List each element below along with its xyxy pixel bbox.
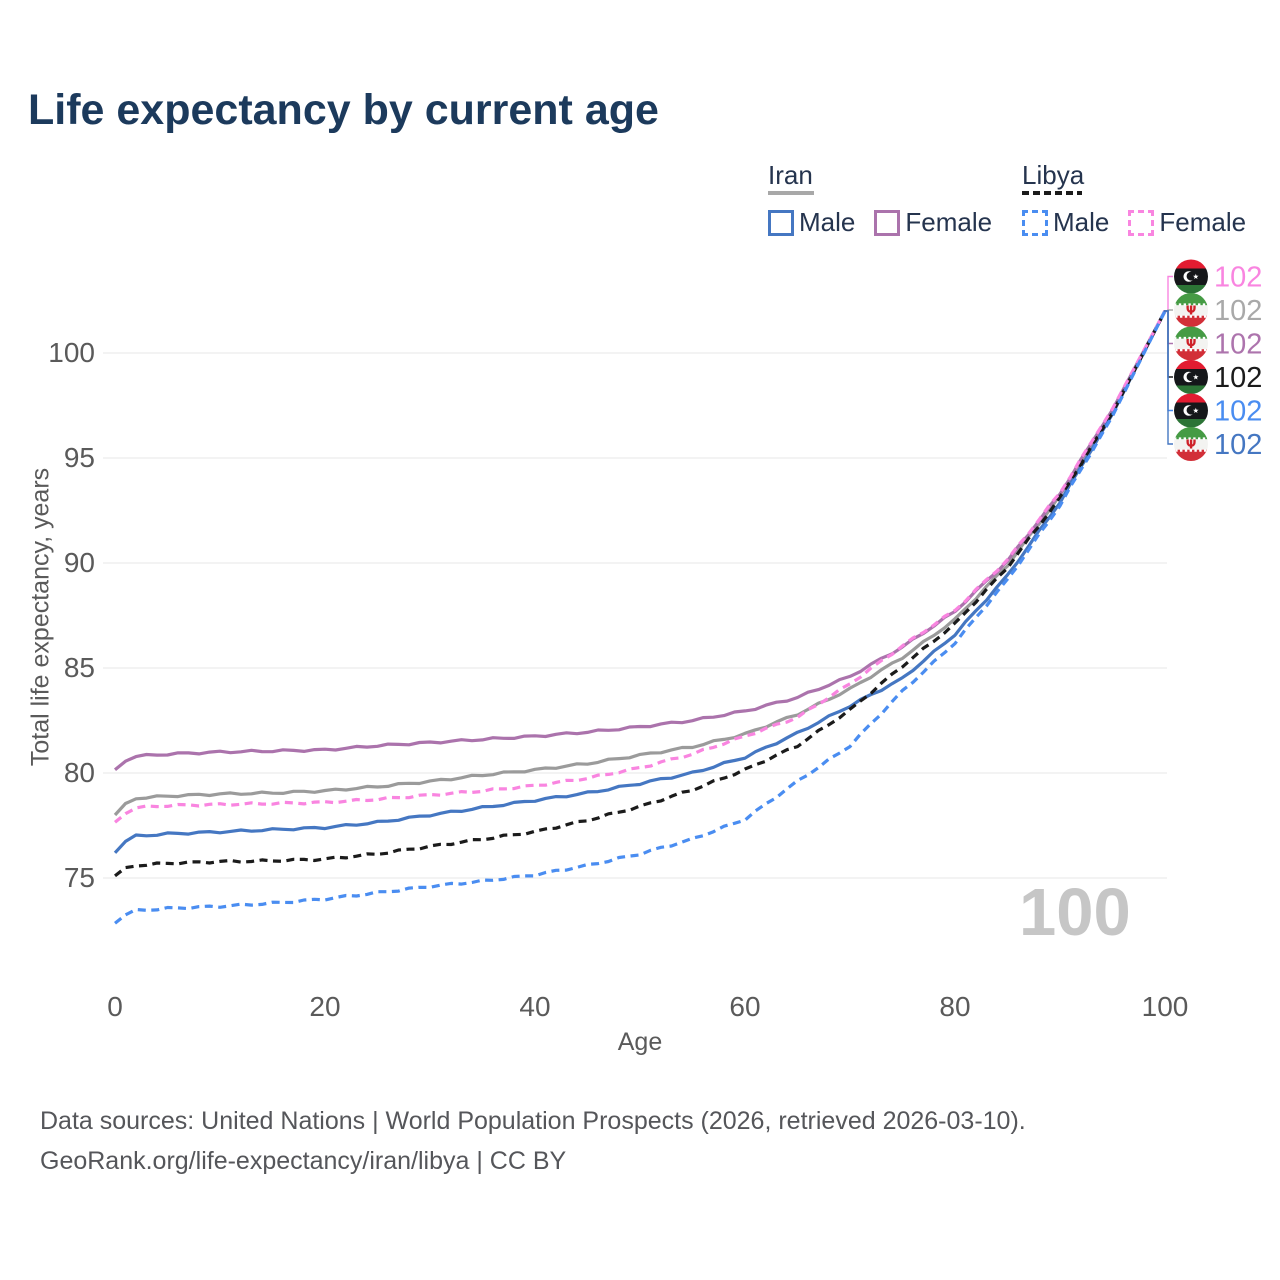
page-title: Life expectancy by current age	[28, 86, 659, 134]
legend-country-label-libya[interactable]: Libya	[1022, 160, 1085, 190]
flag-icon-iran: Ψ	[1174, 427, 1208, 461]
legend-group-iran: Iran Male Female	[768, 161, 1011, 238]
x-axis-tick-label: 100	[1141, 991, 1189, 1022]
x-axis-tick-label: 60	[729, 991, 761, 1022]
x-axis-title: Age	[617, 1028, 663, 1056]
end-value-label: 102	[1214, 362, 1262, 394]
series-line-iran-male[interactable]	[113, 310, 1167, 854]
footer-url-line: GeoRank.org/life-expectancy/iran/libya |…	[40, 1147, 567, 1175]
legend-item-libya-female[interactable]: Female	[1128, 207, 1246, 238]
x-axis-tick-label: 40	[519, 991, 551, 1022]
x-axis-tick-label: 80	[939, 991, 971, 1022]
series-line-libya[interactable]	[114, 310, 1167, 878]
flag-icon-libya	[1174, 360, 1208, 394]
legend-line-swatch-libya	[1022, 191, 1082, 195]
x-axis-tick-label: 20	[309, 991, 341, 1022]
leader-line	[1164, 310, 1173, 445]
end-value-label: 102	[1214, 329, 1262, 361]
end-value-label: 102	[1214, 262, 1262, 294]
end-value-label: 102	[1214, 295, 1262, 327]
series-line-iran[interactable]	[113, 310, 1167, 817]
series-line-libya-female[interactable]	[113, 310, 1167, 824]
y-axis-tick-label: 80	[63, 757, 95, 788]
footer-source-line: Data sources: United Nations | World Pop…	[40, 1107, 1026, 1135]
y-axis-tick-label: 95	[63, 442, 95, 473]
legend-item-label: Female	[905, 207, 993, 237]
y-axis-tick-label: 75	[63, 862, 95, 893]
checkbox-libya-male[interactable]	[1022, 209, 1048, 236]
svg-text:Ψ: Ψ	[1186, 336, 1197, 351]
leader-line	[1164, 275, 1173, 312]
end-value-label: 102	[1214, 429, 1262, 461]
checkbox-libya-female[interactable]	[1128, 209, 1155, 236]
flag-icon-iran: Ψ	[1174, 326, 1208, 361]
flag-icon-iran: Ψ	[1174, 293, 1208, 327]
y-axis-tick-label: 100	[48, 337, 95, 368]
y-axis-title: Total life expectancy, years	[26, 467, 55, 767]
checkbox-iran-female[interactable]	[874, 209, 901, 236]
y-axis-tick-label: 90	[63, 547, 95, 578]
legend-item-iran-female[interactable]: Female	[874, 207, 992, 238]
hover-age-watermark: 100	[1019, 875, 1131, 950]
legend-item-label: Male	[799, 207, 856, 237]
end-value-label: 102	[1214, 396, 1262, 428]
svg-text:Ψ: Ψ	[1186, 436, 1197, 451]
legend-item-label: Male	[1053, 207, 1110, 237]
flag-icon-libya	[1174, 259, 1208, 294]
legend-line-swatch-iran	[768, 191, 814, 195]
legend-country-label-iran[interactable]: Iran	[768, 160, 813, 190]
legend-item-libya-male[interactable]: Male	[1022, 207, 1109, 238]
series-line-iran-female[interactable]	[113, 310, 1167, 772]
svg-text:Ψ: Ψ	[1186, 302, 1197, 317]
flag-icon-libya	[1174, 393, 1208, 428]
x-axis-tick-label: 0	[107, 991, 123, 1022]
legend-group-libya: Libya Male Female	[1022, 161, 1265, 238]
legend-item-label: Female	[1159, 207, 1247, 237]
y-axis-tick-label: 85	[63, 652, 95, 683]
series-line-libya-male[interactable]	[114, 310, 1167, 925]
checkbox-iran-male[interactable]	[768, 209, 794, 236]
legend-item-iran-male[interactable]: Male	[768, 207, 855, 238]
